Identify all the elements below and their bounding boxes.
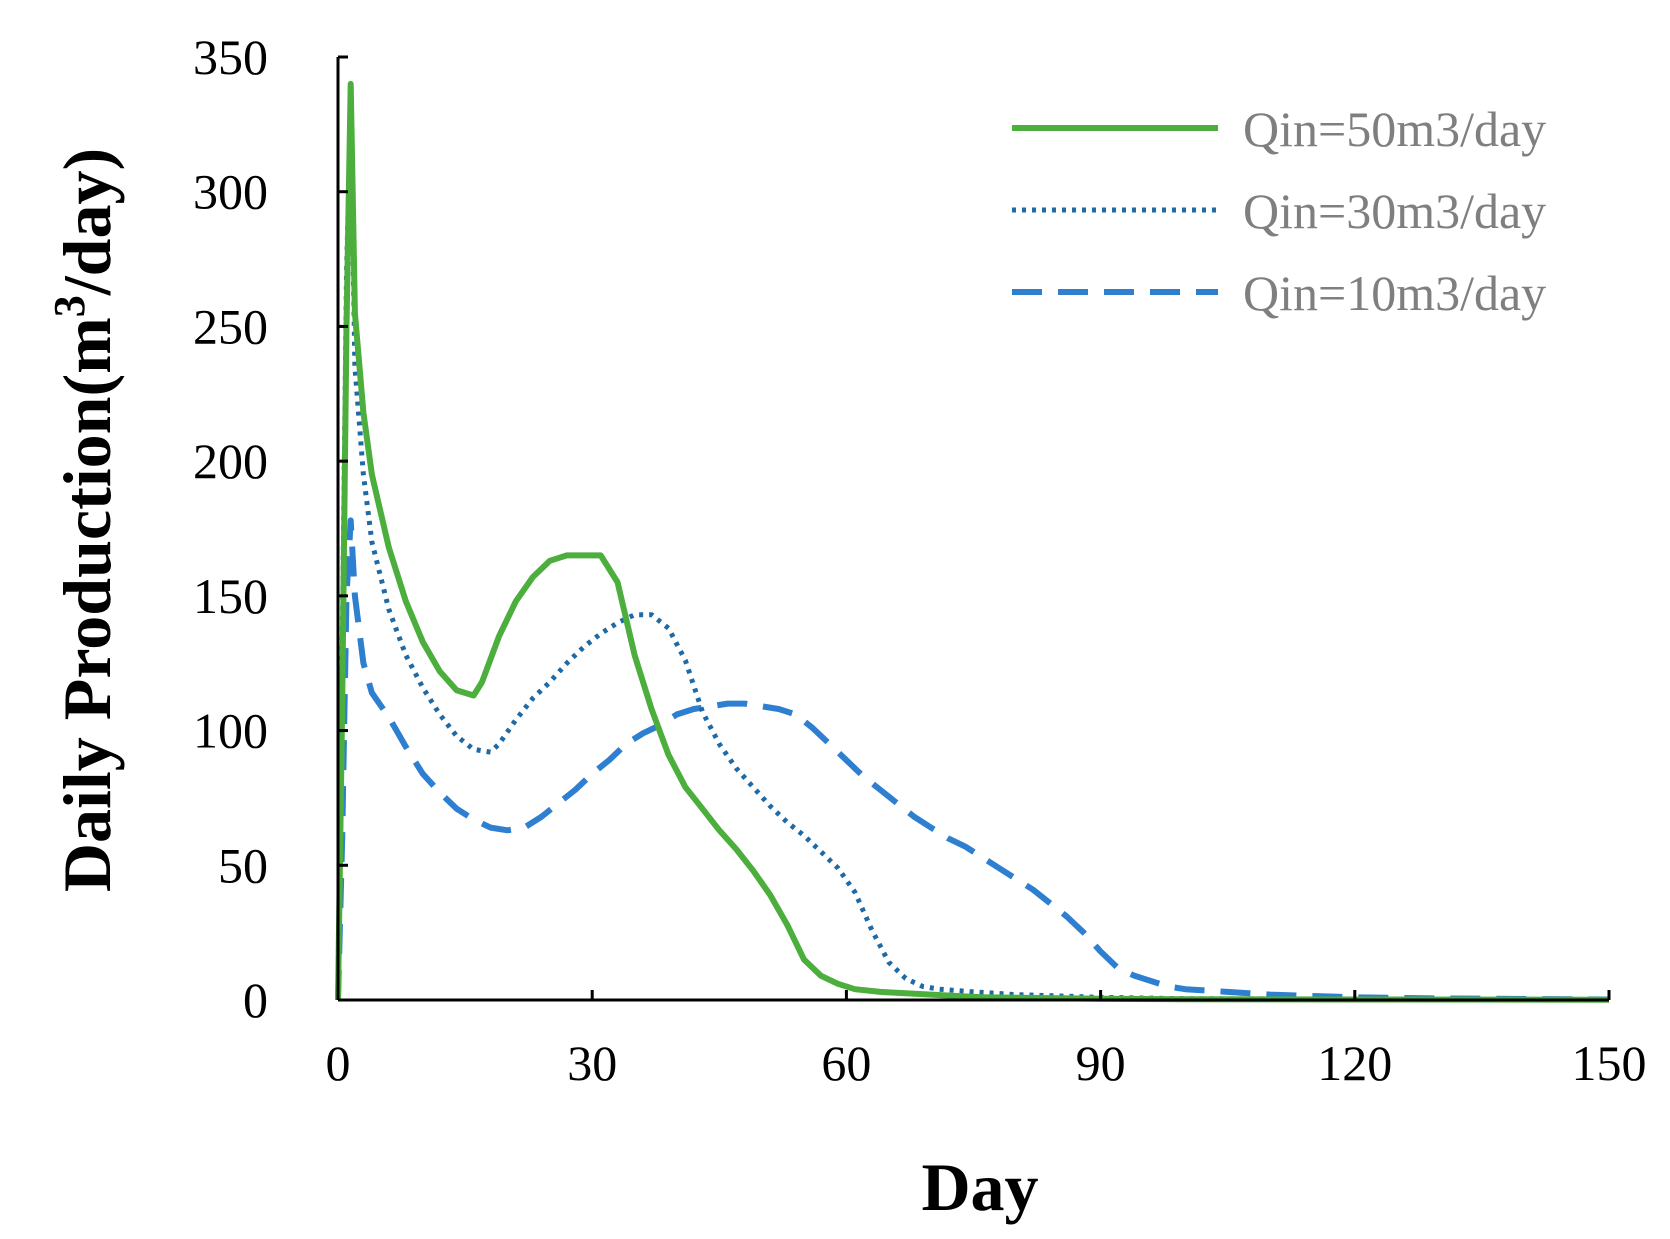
x-tick-label: 90 <box>1076 1035 1126 1091</box>
legend-label-1: Qin=30m3/day <box>1243 183 1546 239</box>
y-axis-title-main: Daily Production(m <box>49 317 125 892</box>
legend-label-2: Qin=10m3/day <box>1243 265 1546 321</box>
y-ticks: 0 50 100 150 200 250 300 350 <box>193 29 348 1028</box>
y-tick-label: 250 <box>193 298 268 354</box>
y-axis-title: Daily Production(m3/day) <box>45 148 125 892</box>
series-line-2 <box>335 517 1610 1003</box>
y-axis-title-end: /day) <box>49 148 125 296</box>
axes <box>336 57 1609 1002</box>
x-axis-title: Day <box>921 1149 1038 1225</box>
x-ticks: 0 30 60 90 120 150 <box>326 990 1647 1091</box>
y-tick-label: 150 <box>193 568 268 624</box>
legend: Qin=50m3/day Qin=30m3/day Qin=10m3/day <box>1012 101 1546 321</box>
series-line-1 <box>335 108 1610 1003</box>
x-tick-label: 0 <box>326 1035 351 1091</box>
series-line-0 <box>335 80 1610 1003</box>
x-tick-label: 30 <box>567 1035 617 1091</box>
y-tick-label: 350 <box>193 29 268 85</box>
x-tick-label: 60 <box>821 1035 871 1091</box>
y-tick-label: 0 <box>243 972 268 1028</box>
y-tick-label: 200 <box>193 433 268 489</box>
y-tick-label: 300 <box>193 164 268 220</box>
y-tick-label: 100 <box>193 703 268 759</box>
y-tick-label: 50 <box>218 837 268 893</box>
x-tick-label: 120 <box>1317 1035 1392 1091</box>
series-layer <box>335 80 1610 1003</box>
x-tick-label: 150 <box>1572 1035 1647 1091</box>
legend-label-0: Qin=50m3/day <box>1243 101 1546 157</box>
y-axis-title-superscript: 3 <box>45 295 94 317</box>
